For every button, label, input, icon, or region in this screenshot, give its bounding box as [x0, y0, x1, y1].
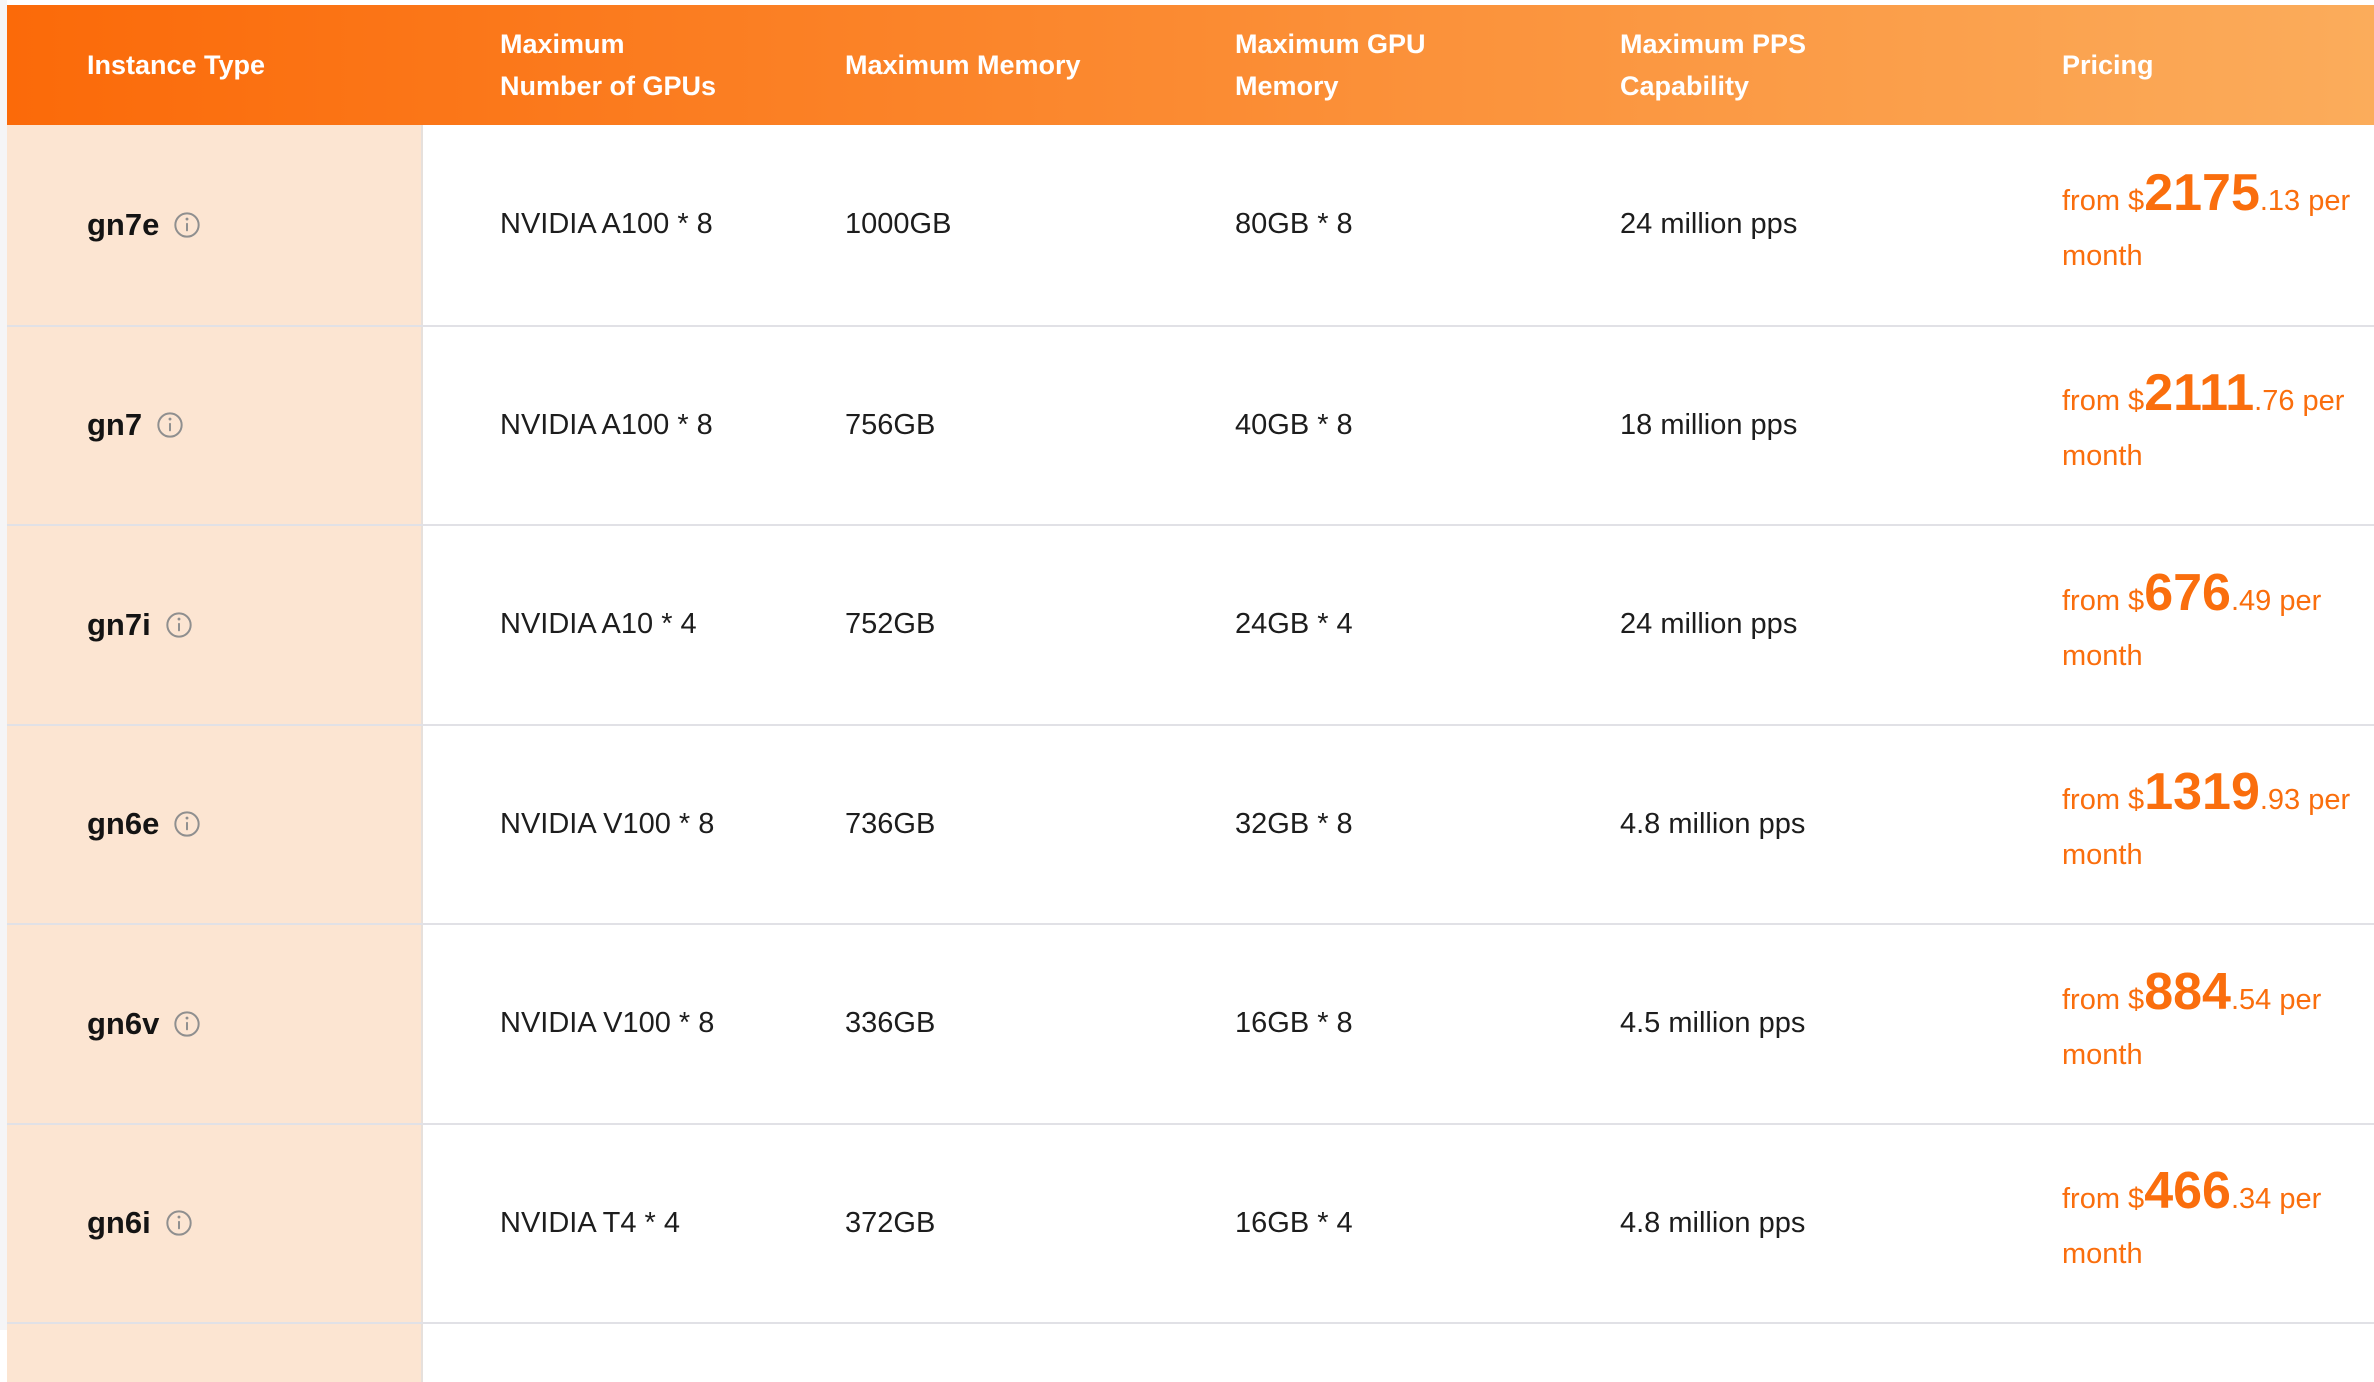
price-text: from $676.49 per month — [2062, 563, 2362, 684]
table-row: gn7 NVIDIA A100 * 8 756GB 40GB * 8 18 mi… — [7, 324, 2374, 525]
instance-name: gn6i — [87, 1205, 151, 1241]
table-row: gn7e NVIDIA A100 * 8 1000GB 80GB * 8 24 … — [7, 125, 2374, 325]
instance-type-cell: gn7i — [7, 526, 423, 724]
max-memory-cell: 736GB — [845, 807, 936, 840]
max-memory-cell: 336GB — [845, 1007, 936, 1040]
max-gpus-cell: NVIDIA A100 * 8 — [500, 408, 713, 441]
column-header-max-pps: Maximum PPS Capability — [1620, 29, 1807, 101]
max-pps-cell: 4.8 million pps — [1620, 807, 1806, 840]
price-integer: 884 — [2144, 962, 2231, 1021]
info-icon[interactable] — [156, 411, 184, 439]
price-period: per month — [2062, 584, 2322, 672]
price-decimal: .49 — [2230, 584, 2272, 617]
instance-name: gn6v — [87, 1005, 160, 1041]
instance-name: gn7e — [87, 206, 160, 242]
price-prefix: from $ — [2062, 385, 2145, 418]
table-header-row: Instance Type Maximum Number of GPUs Max… — [7, 5, 2374, 125]
instance-name: gn7i — [87, 606, 151, 642]
price-prefix: from $ — [2062, 1183, 2145, 1216]
price-decimal: .93 — [2259, 784, 2301, 817]
pricing-cell: from $884.54 per month — [1985, 925, 2374, 1123]
price-text: from $466.34 per month — [2062, 1164, 2362, 1282]
price-period: per month — [2062, 784, 2351, 872]
pricing-cell: from $1319.93 per month — [1985, 726, 2374, 924]
table-row: gn7i NVIDIA A10 * 4 752GB 24GB * 4 24 mi… — [7, 524, 2374, 724]
info-icon[interactable] — [165, 611, 193, 639]
instance-name: gn7 — [87, 407, 143, 443]
max-pps-cell: 4.8 million pps — [1620, 1206, 1806, 1239]
table-row: gn6v NVIDIA V100 * 8 336GB 16GB * 8 4.5 … — [7, 923, 2374, 1123]
pricing-cell: from $2175.13 per month — [1985, 125, 2374, 325]
max-gpus-cell: NVIDIA A10 * 4 — [500, 608, 697, 641]
price-period: per month — [2062, 385, 2345, 473]
instance-type-cell: gn6e — [7, 725, 423, 923]
price-prefix: from $ — [2062, 784, 2145, 817]
table-body: gn7e NVIDIA A100 * 8 1000GB 80GB * 8 24 … — [7, 125, 2374, 1322]
price-integer: 466 — [2144, 1162, 2231, 1221]
table-row: gn6i NVIDIA T4 * 4 372GB 16GB * 4 4.8 mi… — [7, 1122, 2374, 1323]
column-header-instance-type: Instance Type — [87, 50, 266, 80]
price-decimal: .13 — [2259, 184, 2301, 217]
price-text: from $2111.76 per month — [2062, 366, 2362, 484]
price-integer: 676 — [2144, 563, 2231, 622]
instance-name: gn6e — [87, 806, 160, 842]
column-header-max-gpus: Maximum Number of GPUs — [500, 29, 717, 101]
price-period: per month — [2062, 184, 2351, 272]
pricing-cell: from $466.34 per month — [1985, 1125, 2374, 1323]
price-text: from $884.54 per month — [2062, 962, 2362, 1083]
max-memory-cell: 756GB — [845, 408, 936, 441]
max-memory-cell: 1000GB — [845, 208, 952, 241]
column-header-pricing: Pricing — [2062, 50, 2154, 80]
instance-type-cell: gn7 — [7, 326, 423, 524]
price-integer: 2175 — [2144, 163, 2260, 222]
column-header-max-gpu-memory: Maximum GPU Memory — [1235, 29, 1426, 101]
max-gpu-memory-cell: 16GB * 8 — [1235, 1007, 1353, 1040]
left-gutter — [0, 0, 7, 1330]
pricing-cell: from $2111.76 per month — [1985, 327, 2374, 525]
max-memory-cell: 752GB — [845, 608, 936, 641]
max-gpu-memory-cell: 32GB * 8 — [1235, 807, 1353, 840]
price-period: per month — [2062, 983, 2322, 1071]
price-prefix: from $ — [2062, 184, 2145, 217]
max-gpus-cell: NVIDIA V100 * 8 — [500, 1007, 715, 1040]
max-gpu-memory-cell: 24GB * 4 — [1235, 608, 1353, 641]
price-decimal: .76 — [2254, 385, 2295, 418]
instance-type-cell — [7, 1324, 423, 1382]
instance-type-cell: gn7e — [7, 125, 423, 325]
info-icon[interactable] — [173, 1010, 201, 1038]
price-decimal: .54 — [2230, 983, 2272, 1016]
price-text: from $2175.13 per month — [2062, 163, 2362, 284]
partial-table-row — [7, 1322, 2374, 1382]
price-integer: 2111 — [2144, 364, 2255, 423]
max-pps-cell: 4.5 million pps — [1620, 1007, 1806, 1040]
price-prefix: from $ — [2062, 584, 2145, 617]
info-icon[interactable] — [173, 211, 201, 239]
max-gpu-memory-cell: 40GB * 8 — [1235, 408, 1353, 441]
price-integer: 1319 — [2144, 763, 2260, 822]
max-pps-cell: 18 million pps — [1620, 408, 1798, 441]
max-gpu-memory-cell: 16GB * 4 — [1235, 1206, 1353, 1239]
gpu-instance-pricing-table: Instance Type Maximum Number of GPUs Max… — [7, 5, 2374, 1382]
pricing-cell: from $676.49 per month — [1985, 526, 2374, 724]
instance-type-cell: gn6v — [7, 925, 423, 1123]
max-pps-cell: 24 million pps — [1620, 208, 1798, 241]
price-decimal: .34 — [2230, 1183, 2272, 1216]
max-pps-cell: 24 million pps — [1620, 608, 1798, 641]
info-icon[interactable] — [173, 810, 201, 838]
table-row: gn6e NVIDIA V100 * 8 736GB 32GB * 8 4.8 … — [7, 723, 2374, 924]
max-gpus-cell: NVIDIA T4 * 4 — [500, 1206, 680, 1239]
price-text: from $1319.93 per month — [2062, 765, 2362, 883]
max-memory-cell: 372GB — [845, 1206, 936, 1239]
price-period: per month — [2062, 1183, 2322, 1271]
column-header-max-memory: Maximum Memory — [845, 50, 1081, 80]
max-gpu-memory-cell: 80GB * 8 — [1235, 208, 1353, 241]
max-gpus-cell: NVIDIA A100 * 8 — [500, 208, 713, 241]
price-prefix: from $ — [2062, 983, 2145, 1016]
max-gpus-cell: NVIDIA V100 * 8 — [500, 807, 715, 840]
info-icon[interactable] — [165, 1209, 193, 1237]
instance-type-cell: gn6i — [7, 1124, 423, 1322]
